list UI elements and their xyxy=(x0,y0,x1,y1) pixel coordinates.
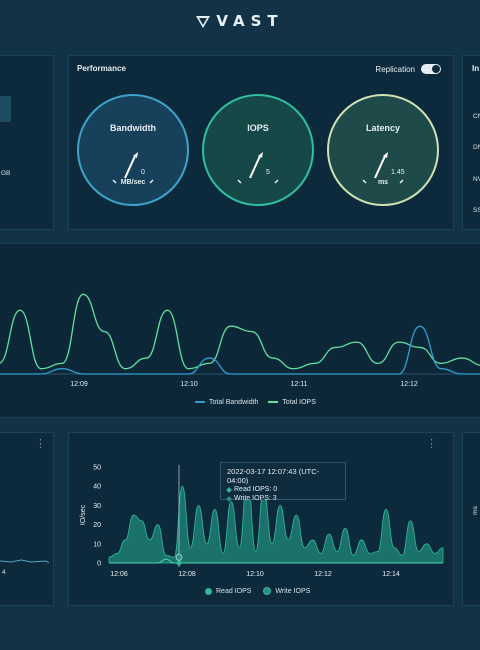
bandwidth-gauge-needle xyxy=(112,152,154,184)
inventory-item-nv: NV xyxy=(473,176,480,183)
total-performance-panel: 12:09 12:10 12:11 12:12 Total Bandwidth Tot… xyxy=(0,243,480,418)
iops-x-tick: 12:14 xyxy=(382,571,400,578)
iops-history-panel: ⋮ 50 40 30 20 10 0 IO/sec 12:06 12:08 12:10 12:12 1… xyxy=(68,432,454,606)
iops-x-tick: 12:08 xyxy=(178,571,196,578)
legend-write-iops[interactable]: Write IOPS xyxy=(263,587,310,595)
legend-total-bandwidth[interactable]: Total Bandwidth xyxy=(195,399,258,406)
series-area-write-iops xyxy=(108,476,444,564)
iops-y-tick: 20 xyxy=(93,522,101,529)
bandwidth-history-x-tick: 4 xyxy=(2,569,6,576)
inventory-item-cn: CN xyxy=(473,113,480,120)
latency-gauge-unit: ms xyxy=(377,179,389,186)
hover-point-write xyxy=(175,553,183,561)
series-line-total-iops xyxy=(0,293,480,370)
inventory-panel: In CN DN NV SS xyxy=(462,55,480,230)
iops-gauge-value: 5 xyxy=(266,169,270,176)
iops-x-tick: 12:12 xyxy=(314,571,332,578)
iops-history-chart: 50 40 30 20 10 0 IO/sec 12:06 12:08 12:10 12:12 12:… xyxy=(80,465,444,578)
inventory-item-dn: DN xyxy=(473,144,480,151)
iops-y-tick: 0 xyxy=(97,561,101,568)
hover-point-read xyxy=(176,560,182,566)
vast-logo: VAST xyxy=(0,12,480,30)
iops-gauge: IOPS 5 xyxy=(202,94,314,206)
brand-name: VAST xyxy=(216,12,284,30)
iops-x-tick: 12:06 xyxy=(110,571,128,578)
total-performance-chart: 12:09 12:10 12:11 12:12 xyxy=(0,293,480,388)
iops-y-tick: 40 xyxy=(93,484,101,491)
tooltip-time: 2022-03-17 12:07:43 (UTC-04:00) xyxy=(227,467,320,485)
vast-logo-icon xyxy=(196,16,211,28)
main-chart-legend: Total Bandwidth Total IOPS xyxy=(195,399,316,406)
main-x-tick: 12:12 xyxy=(400,381,418,388)
iops-gauge-needle xyxy=(237,152,279,184)
latency-gauge-needle xyxy=(362,152,404,184)
capacity-panel: GB xyxy=(0,55,54,230)
main-x-tick: 12:10 xyxy=(180,381,198,388)
capacity-unit-fragment: GB xyxy=(1,170,11,177)
bandwidth-gauge: Bandwidth 0 MB/sec xyxy=(77,94,189,206)
inventory-title: In xyxy=(472,64,480,73)
iops-chart-legend: Read IOPS Write IOPS xyxy=(205,587,310,595)
iops-y-tick: 50 xyxy=(93,465,101,472)
bandwidth-history-menu-icon[interactable]: ⋮ xyxy=(35,438,46,450)
inventory-item-ss: SS xyxy=(473,207,480,214)
iops-tooltip: 2022-03-17 12:07:43 (UTC-04:00) Read IOP… xyxy=(220,462,346,503)
bandwidth-history-panel: ⋮ 4 xyxy=(0,432,54,606)
series-line-read-iops xyxy=(109,558,443,564)
bandwidth-history-chart xyxy=(0,559,50,564)
main-x-tick: 12:11 xyxy=(291,381,308,388)
main-x-tick: 12:09 xyxy=(70,381,88,388)
latency-history-panel: ms xyxy=(462,432,480,606)
iops-y-tick: 30 xyxy=(93,503,101,510)
replication-control: Replication xyxy=(375,64,441,74)
replication-toggle[interactable] xyxy=(421,64,441,74)
performance-title: Performance xyxy=(77,64,126,73)
legend-total-iops[interactable]: Total IOPS xyxy=(268,399,316,406)
latency-gauge: Latency 1.45 ms xyxy=(327,94,439,206)
bandwidth-gauge-unit: MB/sec xyxy=(120,179,146,186)
iops-y-tick: 10 xyxy=(93,541,101,548)
tooltip-read-row: Read IOPS: 0 xyxy=(226,485,339,494)
iops-gauge-label: IOPS xyxy=(247,123,269,133)
tooltip-write-row: Write IOPS: 3 xyxy=(226,494,339,503)
series-line-total-bandwidth xyxy=(0,325,480,375)
iops-x-tick: 12:10 xyxy=(246,571,264,578)
capacity-bar xyxy=(0,96,11,122)
latency-history-unit: ms xyxy=(471,506,479,515)
iops-history-menu-icon[interactable]: ⋮ xyxy=(426,438,437,450)
bandwidth-gauge-label: Bandwidth xyxy=(110,123,156,133)
performance-panel: Performance Replication Bandwidth 0 MB/s… xyxy=(68,55,454,230)
legend-read-iops[interactable]: Read IOPS xyxy=(205,587,251,595)
replication-label: Replication xyxy=(375,64,415,74)
iops-y-label: IO/sec xyxy=(80,504,87,525)
latency-gauge-label: Latency xyxy=(365,123,400,133)
latency-gauge-value: 1.45 xyxy=(391,169,405,176)
bandwidth-gauge-value: 0 xyxy=(141,169,145,176)
